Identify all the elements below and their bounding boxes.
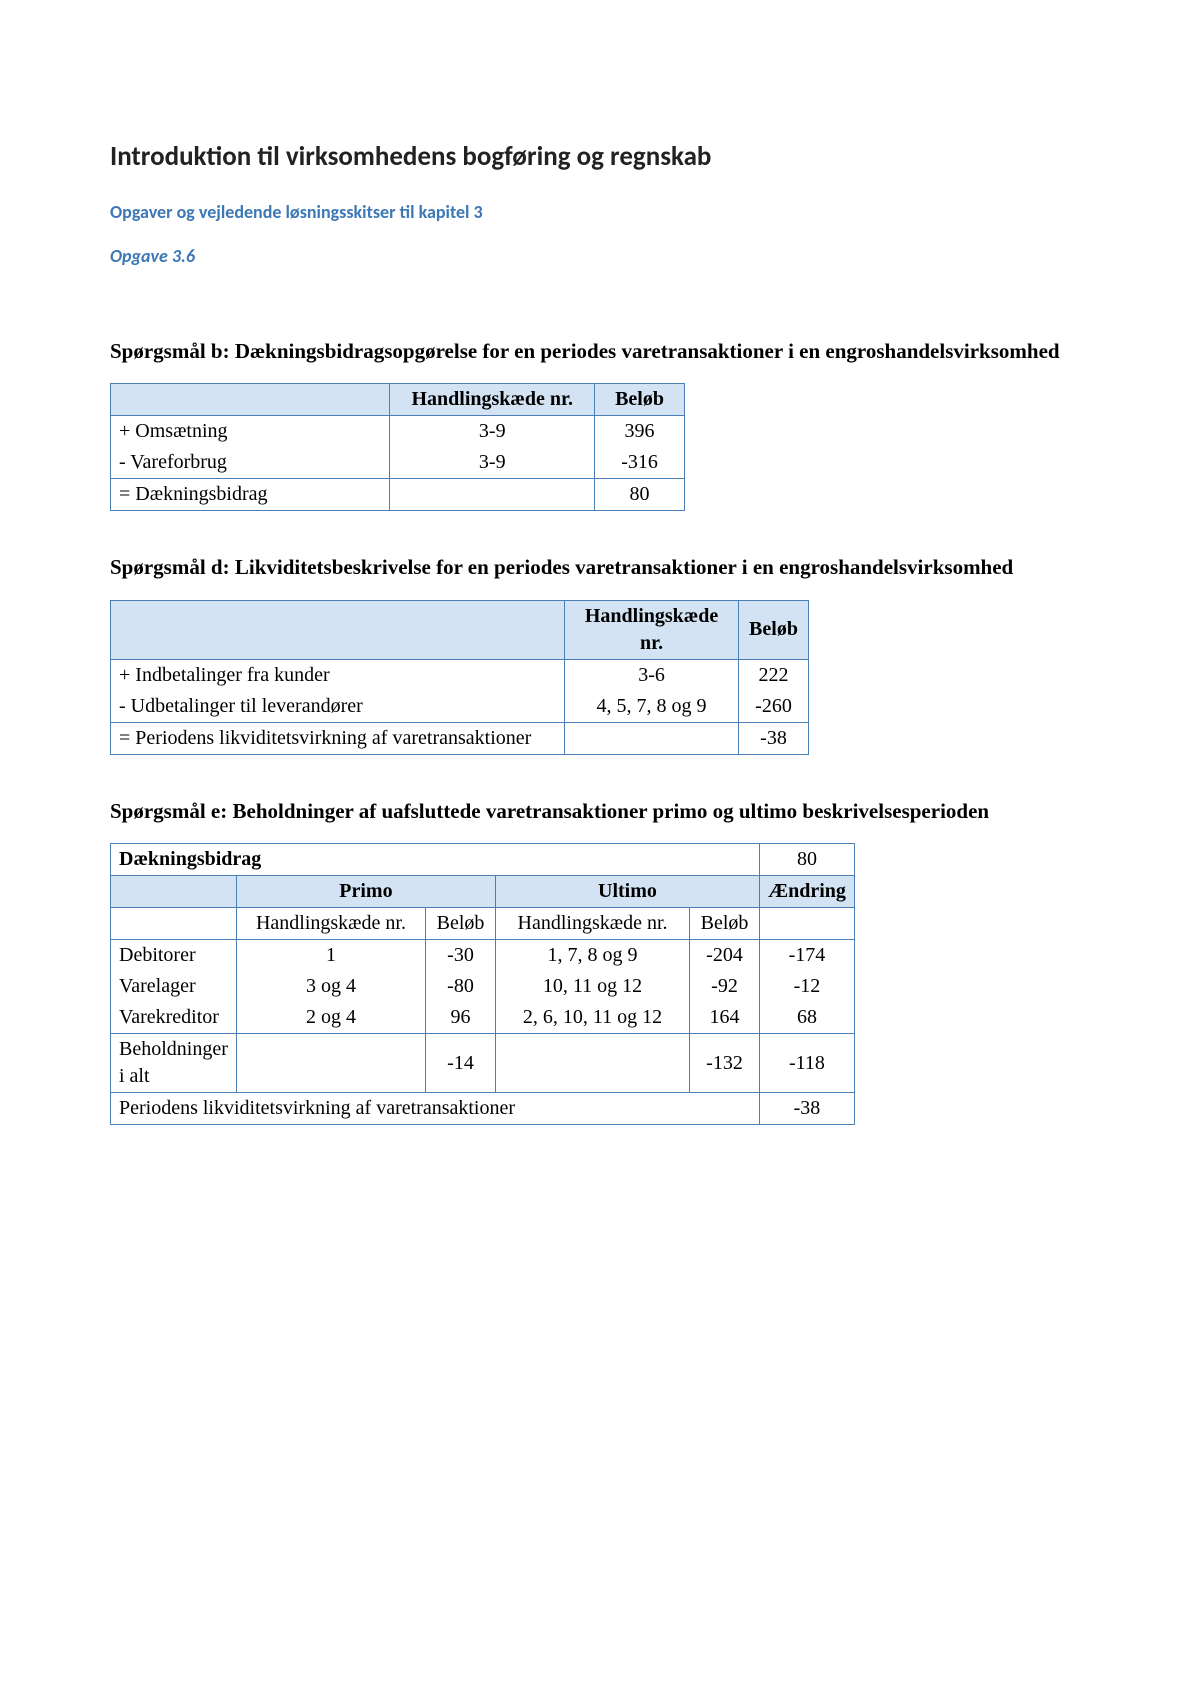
cell-chain: 4, 5, 7, 8 og 9 [565, 691, 739, 723]
cell-primo-amount: -14 [426, 1034, 496, 1093]
table-row: - Vareforbrug 3-9 -316 [111, 447, 685, 479]
table-row: + Omsætning 3-9 396 [111, 416, 685, 448]
cell-label: Periodens likviditetsvirkning af varetra… [111, 1093, 760, 1125]
table-d-header-empty [111, 600, 565, 659]
cell-amount: 80 [595, 479, 685, 511]
cell-primo-amount: -30 [426, 940, 496, 972]
cell-chain: 3-9 [390, 447, 595, 479]
header-ultimo-amount: Beløb [690, 908, 760, 940]
section-d: Spørgsmål d: Likviditetsbeskrivelse for … [110, 553, 1090, 754]
cell-amount: 396 [595, 416, 685, 448]
table-row: Debitorer 1 -30 1, 7, 8 og 9 -204 -174 [111, 940, 855, 972]
cell-amount: -260 [739, 691, 809, 723]
header-ultimo: Ultimo [495, 876, 759, 908]
exercise-label: Opgave 3.6 [110, 245, 1090, 267]
section-e: Spørgsmål e: Beholdninger af uafsluttede… [110, 797, 1090, 1125]
cell-ultimo-chain: 2, 6, 10, 11 og 12 [495, 1002, 689, 1034]
cell-primo-chain: 2 og 4 [236, 1002, 425, 1034]
page-title: Introduktion til virksomhedens bogføring… [110, 140, 1090, 173]
cell-label: Beholdninger i alt [111, 1034, 237, 1093]
cell-chain [390, 479, 595, 511]
cell-chain: 3-9 [390, 416, 595, 448]
table-sum-row: = Periodens likviditetsvirkning af varet… [111, 722, 809, 754]
cell-change: -118 [759, 1034, 854, 1093]
table-d: Handlingskæde nr. Beløb + Indbetalinger … [110, 600, 809, 755]
table-d-header-amount: Beløb [739, 600, 809, 659]
table-e: Dækningsbidrag 80 Primo Ultimo Ændring H… [110, 843, 855, 1125]
cell-empty [111, 908, 237, 940]
table-b: Handlingskæde nr. Beløb + Omsætning 3-9 … [110, 383, 685, 511]
cell-primo-amount: 96 [426, 1002, 496, 1034]
cell-label: + Indbetalinger fra kunder [111, 659, 565, 691]
cell-change: 68 [759, 1002, 854, 1034]
cell-chain: 3-6 [565, 659, 739, 691]
cell-label: Debitorer [111, 940, 237, 972]
table-row: + Indbetalinger fra kunder 3-6 222 [111, 659, 809, 691]
cell-chain [565, 722, 739, 754]
table-row: Varelager 3 og 4 -80 10, 11 og 12 -92 -1… [111, 971, 855, 1002]
cell-primo-chain: 3 og 4 [236, 971, 425, 1002]
header-primo-amount: Beløb [426, 908, 496, 940]
cell-label: Varelager [111, 971, 237, 1002]
subtitle: Opgaver og vejledende løsningsskitser ti… [110, 201, 1090, 223]
cell-label: Dækningsbidrag [111, 844, 760, 876]
header-primo: Primo [236, 876, 495, 908]
table-e-sub-header: Handlingskæde nr. Beløb Handlingskæde nr… [111, 908, 855, 940]
cell-empty [759, 908, 854, 940]
cell-label: Varekreditor [111, 1002, 237, 1034]
cell-ultimo-amount: 164 [690, 1002, 760, 1034]
cell-primo-amount: -80 [426, 971, 496, 1002]
cell-amount: -316 [595, 447, 685, 479]
header-ultimo-chain: Handlingskæde nr. [495, 908, 689, 940]
table-e-group-header: Primo Ultimo Ændring [111, 876, 855, 908]
cell-ultimo-amount: -92 [690, 971, 760, 1002]
cell-amount: 80 [759, 844, 854, 876]
table-d-header-chain: Handlingskæde nr. [565, 600, 739, 659]
cell-change: -174 [759, 940, 854, 972]
cell-label: - Vareforbrug [111, 447, 390, 479]
cell-ultimo-chain: 10, 11 og 12 [495, 971, 689, 1002]
cell-label: = Dækningsbidrag [111, 479, 390, 511]
table-sum-row: = Dækningsbidrag 80 [111, 479, 685, 511]
section-b-heading: Spørgsmål b: Dækningsbidragsopgørelse fo… [110, 337, 1090, 365]
table-row: - Udbetalinger til leverandører 4, 5, 7,… [111, 691, 809, 723]
cell-change: -12 [759, 971, 854, 1002]
cell-ultimo-amount: -204 [690, 940, 760, 972]
cell-label: = Periodens likviditetsvirkning af varet… [111, 722, 565, 754]
cell-ultimo-amount: -132 [690, 1034, 760, 1093]
table-b-header-empty [111, 384, 390, 416]
table-b-header-chain: Handlingskæde nr. [390, 384, 595, 416]
cell-empty [111, 876, 237, 908]
section-e-heading: Spørgsmål e: Beholdninger af uafsluttede… [110, 797, 1090, 825]
cell-empty [236, 1034, 425, 1093]
header-primo-chain: Handlingskæde nr. [236, 908, 425, 940]
table-e-top-row: Dækningsbidrag 80 [111, 844, 855, 876]
cell-label: - Udbetalinger til leverandører [111, 691, 565, 723]
section-d-heading: Spørgsmål d: Likviditetsbeskrivelse for … [110, 553, 1090, 581]
section-b: Spørgsmål b: Dækningsbidragsopgørelse fo… [110, 337, 1090, 511]
table-row: Varekreditor 2 og 4 96 2, 6, 10, 11 og 1… [111, 1002, 855, 1034]
cell-amount: -38 [759, 1093, 854, 1125]
cell-label: + Omsætning [111, 416, 390, 448]
header-change: Ændring [759, 876, 854, 908]
cell-ultimo-chain: 1, 7, 8 og 9 [495, 940, 689, 972]
cell-amount: -38 [739, 722, 809, 754]
table-e-inventory-sum: Beholdninger i alt -14 -132 -118 [111, 1034, 855, 1093]
cell-primo-chain: 1 [236, 940, 425, 972]
table-b-header-amount: Beløb [595, 384, 685, 416]
cell-empty [495, 1034, 689, 1093]
table-e-final-row: Periodens likviditetsvirkning af varetra… [111, 1093, 855, 1125]
cell-amount: 222 [739, 659, 809, 691]
